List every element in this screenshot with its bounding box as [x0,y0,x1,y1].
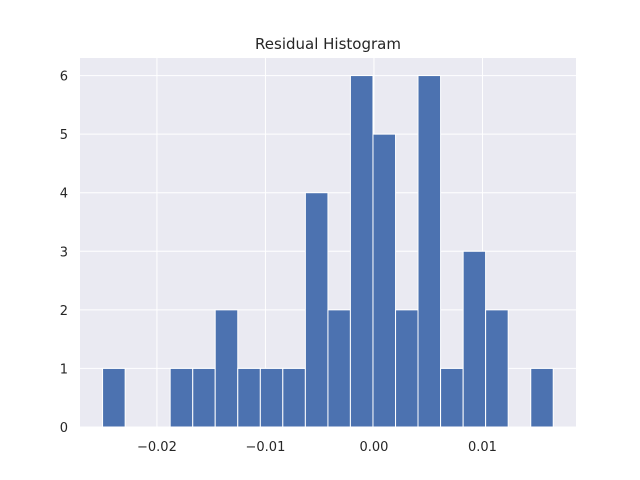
histogram-bar-16 [462,250,487,428]
x-tick-label: −0.02 [137,440,177,455]
histogram-bar-3 [169,367,194,428]
x-tick-label: 0.00 [359,440,388,455]
histogram-bar-9 [304,192,329,428]
y-tick-label: 1 [60,362,68,377]
histogram-bar-12 [372,133,397,428]
histogram-bar-0 [102,367,126,428]
histogram-bar-17 [485,309,509,428]
histogram-bar-11 [349,75,374,428]
histogram-bar-7 [259,367,284,428]
histogram-bar-10 [327,309,351,428]
histogram-bar-6 [237,367,261,428]
y-tick-label: 3 [60,245,68,260]
histogram-bar-14 [417,75,442,428]
y-tick-label: 0 [60,421,68,436]
y-tick-label: 2 [60,304,68,319]
histogram-bar-15 [440,367,464,428]
y-tick-label: 5 [60,128,68,143]
histogram-bar-8 [282,367,306,428]
y-tick-label: 4 [60,187,68,202]
y-tick-label: 6 [60,70,68,85]
x-tick-label: 0.01 [468,440,497,455]
histogram-bar-19 [530,367,554,428]
histogram-bar-5 [214,309,239,428]
histogram-bar-4 [192,367,216,428]
x-tick-label: −0.01 [246,440,286,455]
chart-title: Residual Histogram [255,35,401,53]
histogram-bar-13 [395,309,419,428]
y-axis-tick-labels: 0 1 2 3 4 5 6 [60,70,68,436]
histogram-bars [102,75,554,428]
x-axis-tick-labels: −0.02 −0.01 0.00 0.01 [137,440,497,455]
